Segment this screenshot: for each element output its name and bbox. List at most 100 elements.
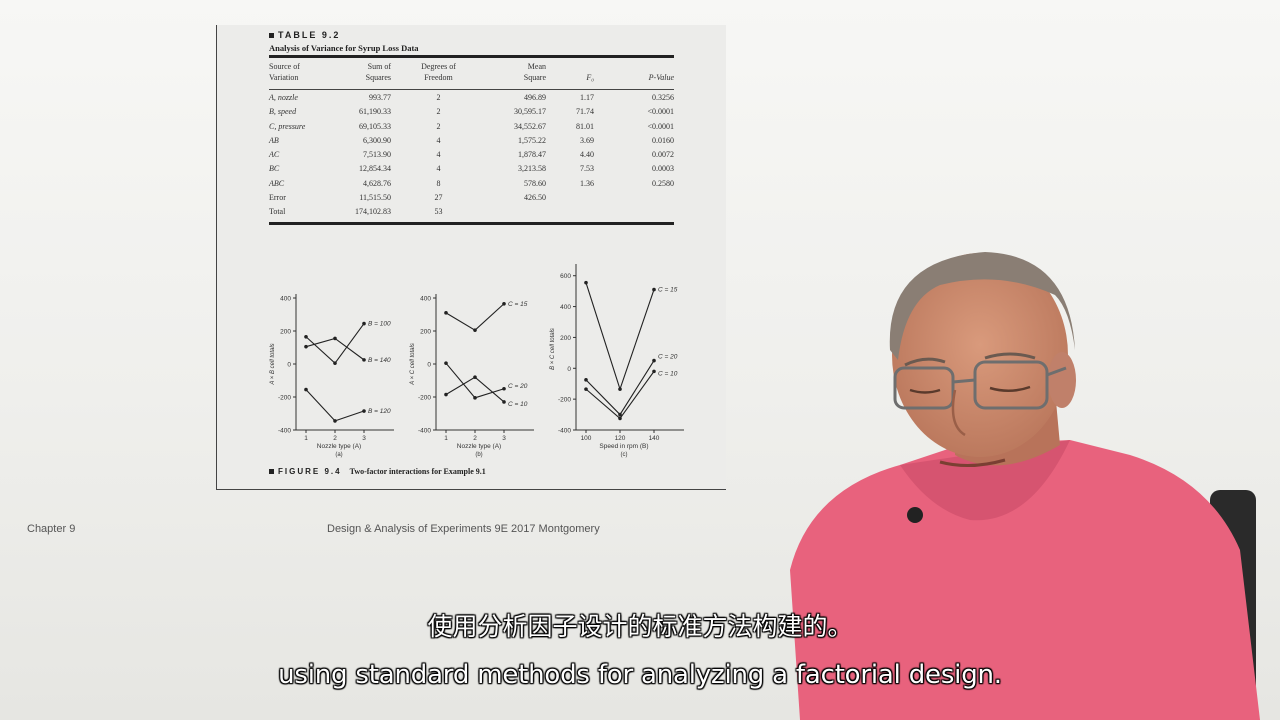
y-tick-label: 200 xyxy=(420,329,431,336)
y-tick-label: 400 xyxy=(420,296,431,303)
x-tick-label: 1 xyxy=(304,435,308,442)
y-tick-label: -400 xyxy=(278,428,291,435)
data-point xyxy=(502,386,506,391)
data-point xyxy=(362,321,366,326)
table-title: TABLE 9.2 xyxy=(269,30,340,40)
x-tick-label: 2 xyxy=(473,435,477,442)
head xyxy=(892,253,1068,457)
data-point xyxy=(333,336,337,341)
data-point xyxy=(304,334,308,339)
data-point xyxy=(652,369,656,374)
x-tick-label: 3 xyxy=(502,435,506,442)
x-axis-label: Nozzle type (A) xyxy=(457,443,501,450)
data-point xyxy=(304,344,308,349)
table-row: BC 12,854.34 4 3,213.58 7.53 0.0003 xyxy=(269,164,674,174)
data-point xyxy=(652,358,656,363)
x-axis-label: Speed in rpm (B) xyxy=(599,443,648,450)
y-tick-label: -400 xyxy=(418,428,431,435)
y-tick-label: 0 xyxy=(567,366,571,373)
y-tick-label: 200 xyxy=(280,329,291,336)
table-row: B, speed 61,190.33 2 30,595.17 71.74 <0.0001 xyxy=(269,107,674,117)
x-tick-label: 120 xyxy=(615,435,626,442)
x-tick-label: 3 xyxy=(362,435,366,442)
y-tick-label: 400 xyxy=(280,296,291,303)
y-tick-label: -400 xyxy=(558,428,571,435)
series-line-b-1 xyxy=(445,362,505,399)
slide-image: TABLE 9.2 Analysis of Variance for Syrup… xyxy=(216,25,726,490)
column-header: P-Value xyxy=(648,73,674,82)
data-point xyxy=(444,361,448,365)
data-point xyxy=(333,361,337,365)
series-line-c-2 xyxy=(585,371,655,420)
glasses xyxy=(893,360,1067,410)
table-row: A, nozzle 993.77 2 496.89 1.17 0.3256 xyxy=(269,93,674,102)
series-line-a-1 xyxy=(305,323,365,364)
y-tick-label: 0 xyxy=(287,362,291,369)
data-point xyxy=(502,301,506,306)
presenter-image xyxy=(790,252,1260,720)
y-axis-label: A × B cell totals xyxy=(270,343,276,385)
data-point xyxy=(304,387,308,392)
y-tick-label: -200 xyxy=(558,397,571,404)
series-label: C = 20 xyxy=(508,383,528,390)
x-tick-label: 100 xyxy=(581,435,592,442)
data-point xyxy=(473,375,477,379)
y-axis-label: B × C cell totals xyxy=(550,328,556,370)
data-point xyxy=(502,400,506,404)
table-row: AC 7,513.90 4 1,878.47 4.40 0.0072 xyxy=(269,150,674,160)
subtitle-english: using standard methods for analyzing a f… xyxy=(278,660,1002,690)
data-point xyxy=(584,387,588,391)
series-label: B = 120 xyxy=(368,408,391,415)
y-tick-label: 600 xyxy=(560,273,571,280)
column-header: Sum of Squares xyxy=(365,62,391,82)
table-bottom-rule xyxy=(269,222,674,225)
y-tick-label: 200 xyxy=(560,335,571,342)
data-point xyxy=(584,280,588,285)
series-label: B = 100 xyxy=(368,321,391,328)
figure-caption: FIGURE 9.4 Two-factor interactions for Ex… xyxy=(269,467,486,476)
x-tick-label: 2 xyxy=(333,435,337,442)
panel-label: (c) xyxy=(621,452,628,458)
table-header-rule xyxy=(269,89,674,90)
table-subtitle: Analysis of Variance for Syrup Loss Data xyxy=(269,43,419,53)
data-point xyxy=(362,358,366,362)
data-point xyxy=(618,412,622,417)
data-point xyxy=(618,387,622,391)
subtitle-chinese: 使用分析因子设计的标准方法构建的。 xyxy=(427,612,853,641)
panel-label: (b) xyxy=(475,452,482,458)
data-point xyxy=(362,409,366,413)
data-point xyxy=(444,392,448,397)
column-header: Mean Square xyxy=(523,62,546,82)
column-header: Degrees of Freedom xyxy=(421,62,456,82)
column-header: F₀ xyxy=(586,73,594,82)
series-label: C = 10 xyxy=(508,401,528,408)
data-point xyxy=(444,311,448,315)
data-point xyxy=(584,378,588,382)
series-label: C = 10 xyxy=(658,370,678,377)
data-point xyxy=(618,416,622,421)
series-label: C = 20 xyxy=(658,354,678,361)
x-axis-label: Nozzle type (A) xyxy=(317,443,361,450)
table-row: AB 6,300.90 4 1,575.22 3.69 0.0160 xyxy=(269,135,674,145)
panel-label: (a) xyxy=(335,452,342,458)
y-tick-label: 400 xyxy=(560,304,571,311)
column-header: Source of Variation xyxy=(269,62,300,82)
series-line-a-2 xyxy=(305,389,365,422)
y-tick-label: 0 xyxy=(427,362,431,369)
table-row: C, pressure 69,105.33 2 34,552.67 81.01 <0.00… xyxy=(269,121,674,131)
y-tick-label: -200 xyxy=(418,395,431,402)
series-label: C = 15 xyxy=(508,301,528,308)
slide-footer-title: Design & Analysis of Experiments 9E 2017… xyxy=(327,523,600,535)
series-line-a-0 xyxy=(305,337,365,361)
data-point xyxy=(473,396,477,400)
x-tick-label: 1 xyxy=(444,435,448,442)
y-tick-label: -200 xyxy=(278,395,291,402)
lapel-microphone xyxy=(907,507,923,523)
slide-footer-chapter: Chapter 9 xyxy=(27,523,76,535)
table-row: ABC 4,628.76 8 578.60 1.36 0.2580 xyxy=(269,178,674,188)
pink-shirt xyxy=(790,440,1260,720)
series-label: B = 140 xyxy=(368,357,391,364)
